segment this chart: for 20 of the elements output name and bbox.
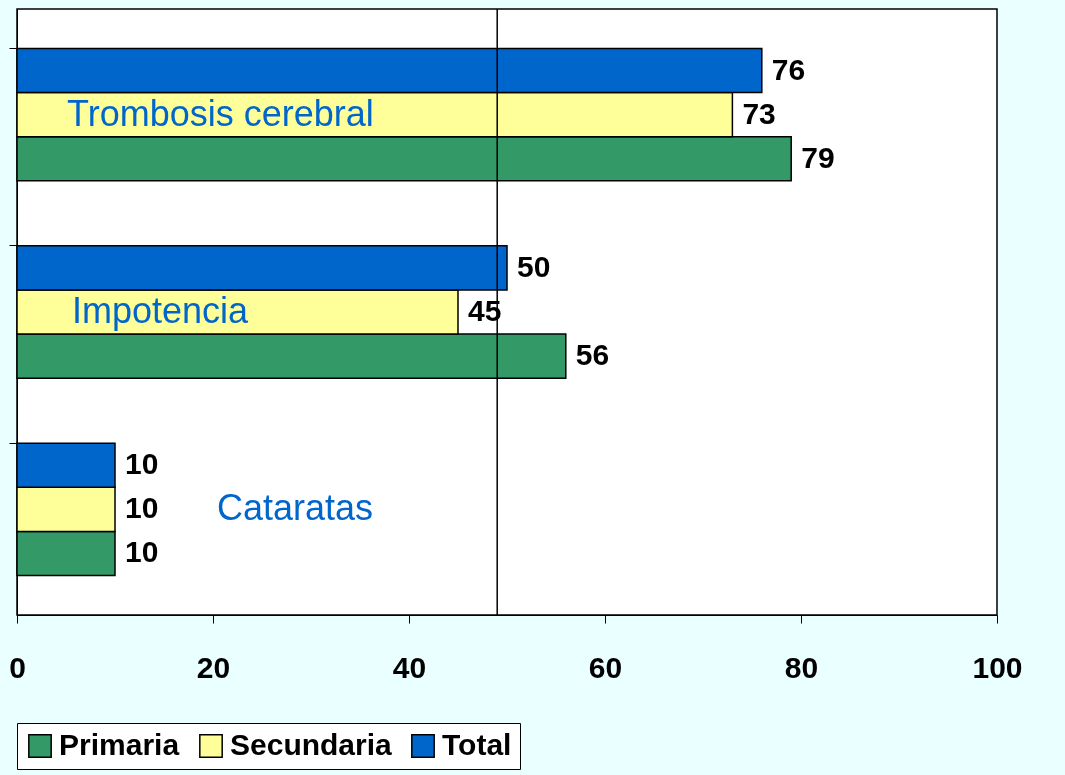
- data-label: 76: [771, 52, 806, 86]
- x-tick-label: 40: [392, 650, 427, 684]
- x-tick-label: 80: [784, 650, 819, 684]
- x-tick-label: 0: [9, 650, 26, 684]
- y-tick-label: Cataratas: [217, 487, 374, 529]
- legend-label: Total: [442, 728, 512, 761]
- data-label: 10: [125, 447, 159, 481]
- legend-label: Secundaria: [230, 728, 393, 761]
- x-tick-label: 100: [972, 650, 1023, 684]
- data-label: 10: [125, 491, 159, 525]
- x-tick-label: 20: [196, 650, 231, 684]
- y-tick-label: Trombosis cerebral: [67, 92, 374, 134]
- data-label: 79: [801, 140, 835, 174]
- y-tick-label: Impotencia: [72, 290, 250, 331]
- legend-label: Primaria: [59, 728, 180, 761]
- data-label: 73: [742, 96, 776, 130]
- data-label: 50: [517, 249, 551, 283]
- data-label: 10: [125, 535, 159, 569]
- x-tick-label: 60: [588, 650, 623, 684]
- data-label: 56: [575, 338, 610, 372]
